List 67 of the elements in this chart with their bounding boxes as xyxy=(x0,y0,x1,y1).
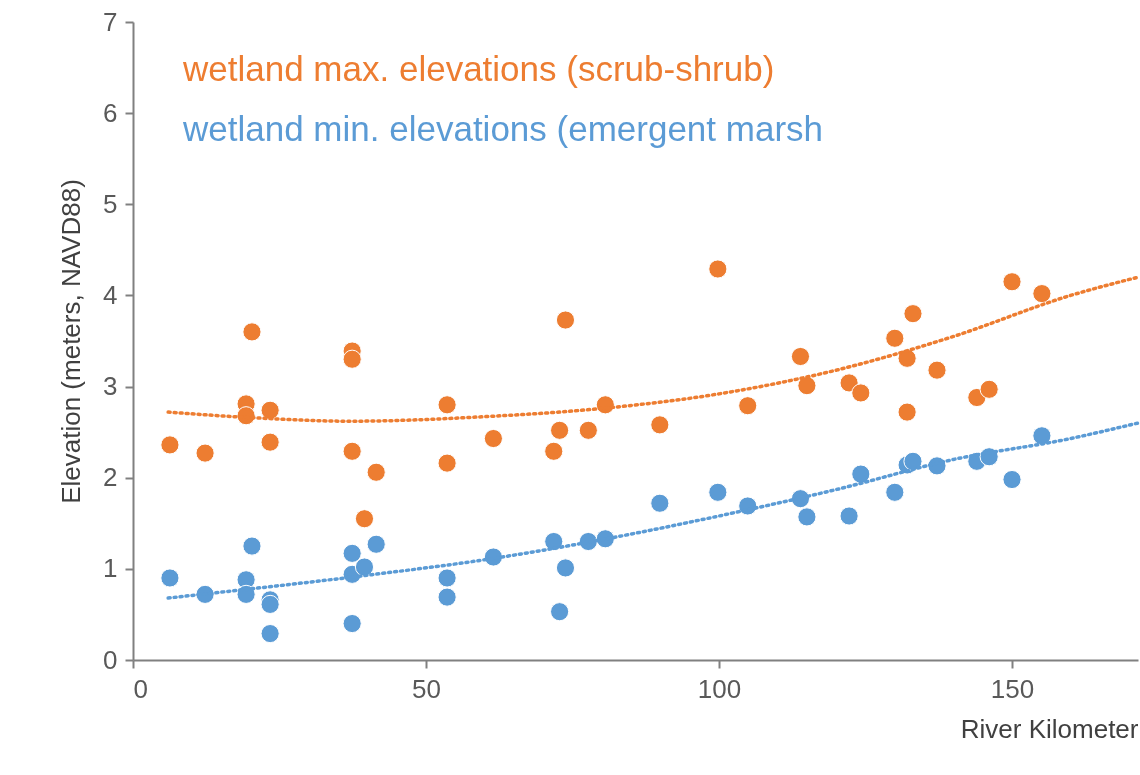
x-tick-label: 50 xyxy=(412,673,441,704)
x-tick-label: 0 xyxy=(133,673,148,704)
point xyxy=(437,587,457,607)
point xyxy=(903,304,923,324)
point xyxy=(260,400,280,420)
point xyxy=(354,509,375,529)
point xyxy=(1032,426,1052,446)
y-tick-label: 3 xyxy=(103,371,118,402)
point xyxy=(260,624,280,644)
point xyxy=(483,428,503,449)
point xyxy=(555,558,576,578)
y-axis-title: Elevation (meters, NAVD88) xyxy=(56,179,87,504)
y-tick-label: 0 xyxy=(103,644,118,675)
point xyxy=(550,602,570,622)
point xyxy=(366,462,386,482)
y-tick-label: 7 xyxy=(103,6,118,37)
point xyxy=(839,373,859,393)
point xyxy=(260,432,280,452)
point xyxy=(797,507,817,527)
point xyxy=(839,506,859,526)
point xyxy=(650,415,670,435)
y-tick-label: 4 xyxy=(103,279,118,310)
point xyxy=(851,464,871,484)
point xyxy=(242,536,262,556)
point xyxy=(650,493,670,513)
point xyxy=(195,443,215,463)
point xyxy=(342,349,362,369)
point xyxy=(544,441,564,461)
point xyxy=(550,420,570,440)
x-tick-label: 150 xyxy=(990,673,1035,704)
y-tick-label: 5 xyxy=(103,188,118,219)
point xyxy=(437,568,457,588)
point xyxy=(437,395,457,415)
point xyxy=(342,543,362,563)
y-tick-label: 2 xyxy=(103,462,118,493)
point xyxy=(1002,469,1022,490)
point xyxy=(160,568,180,588)
point xyxy=(927,360,947,380)
point xyxy=(342,441,362,461)
point xyxy=(1032,284,1052,304)
x-axis-title: River Kilometer xyxy=(960,713,1139,744)
point xyxy=(738,396,758,416)
point xyxy=(555,310,576,330)
point xyxy=(342,613,362,634)
y-tick-label: 1 xyxy=(103,553,118,584)
point xyxy=(708,259,728,279)
point xyxy=(903,451,923,471)
point xyxy=(708,482,728,502)
point xyxy=(160,435,180,455)
point xyxy=(851,383,871,403)
point xyxy=(578,420,598,440)
point xyxy=(897,402,917,422)
text: wetland min. elevations (emergent marsh xyxy=(182,109,824,148)
point xyxy=(1002,272,1022,292)
point xyxy=(885,482,905,502)
point xyxy=(366,534,386,554)
point xyxy=(242,322,262,342)
line-series xyxy=(166,275,1140,423)
text: wetland max. elevations (scrub-shrub) xyxy=(182,49,775,88)
point xyxy=(797,376,817,396)
point xyxy=(437,453,457,473)
y-tick-label: 6 xyxy=(103,97,118,128)
point xyxy=(790,346,811,367)
point xyxy=(979,379,999,399)
x-tick-label: 100 xyxy=(697,673,742,704)
point xyxy=(885,328,905,348)
point xyxy=(354,557,375,577)
